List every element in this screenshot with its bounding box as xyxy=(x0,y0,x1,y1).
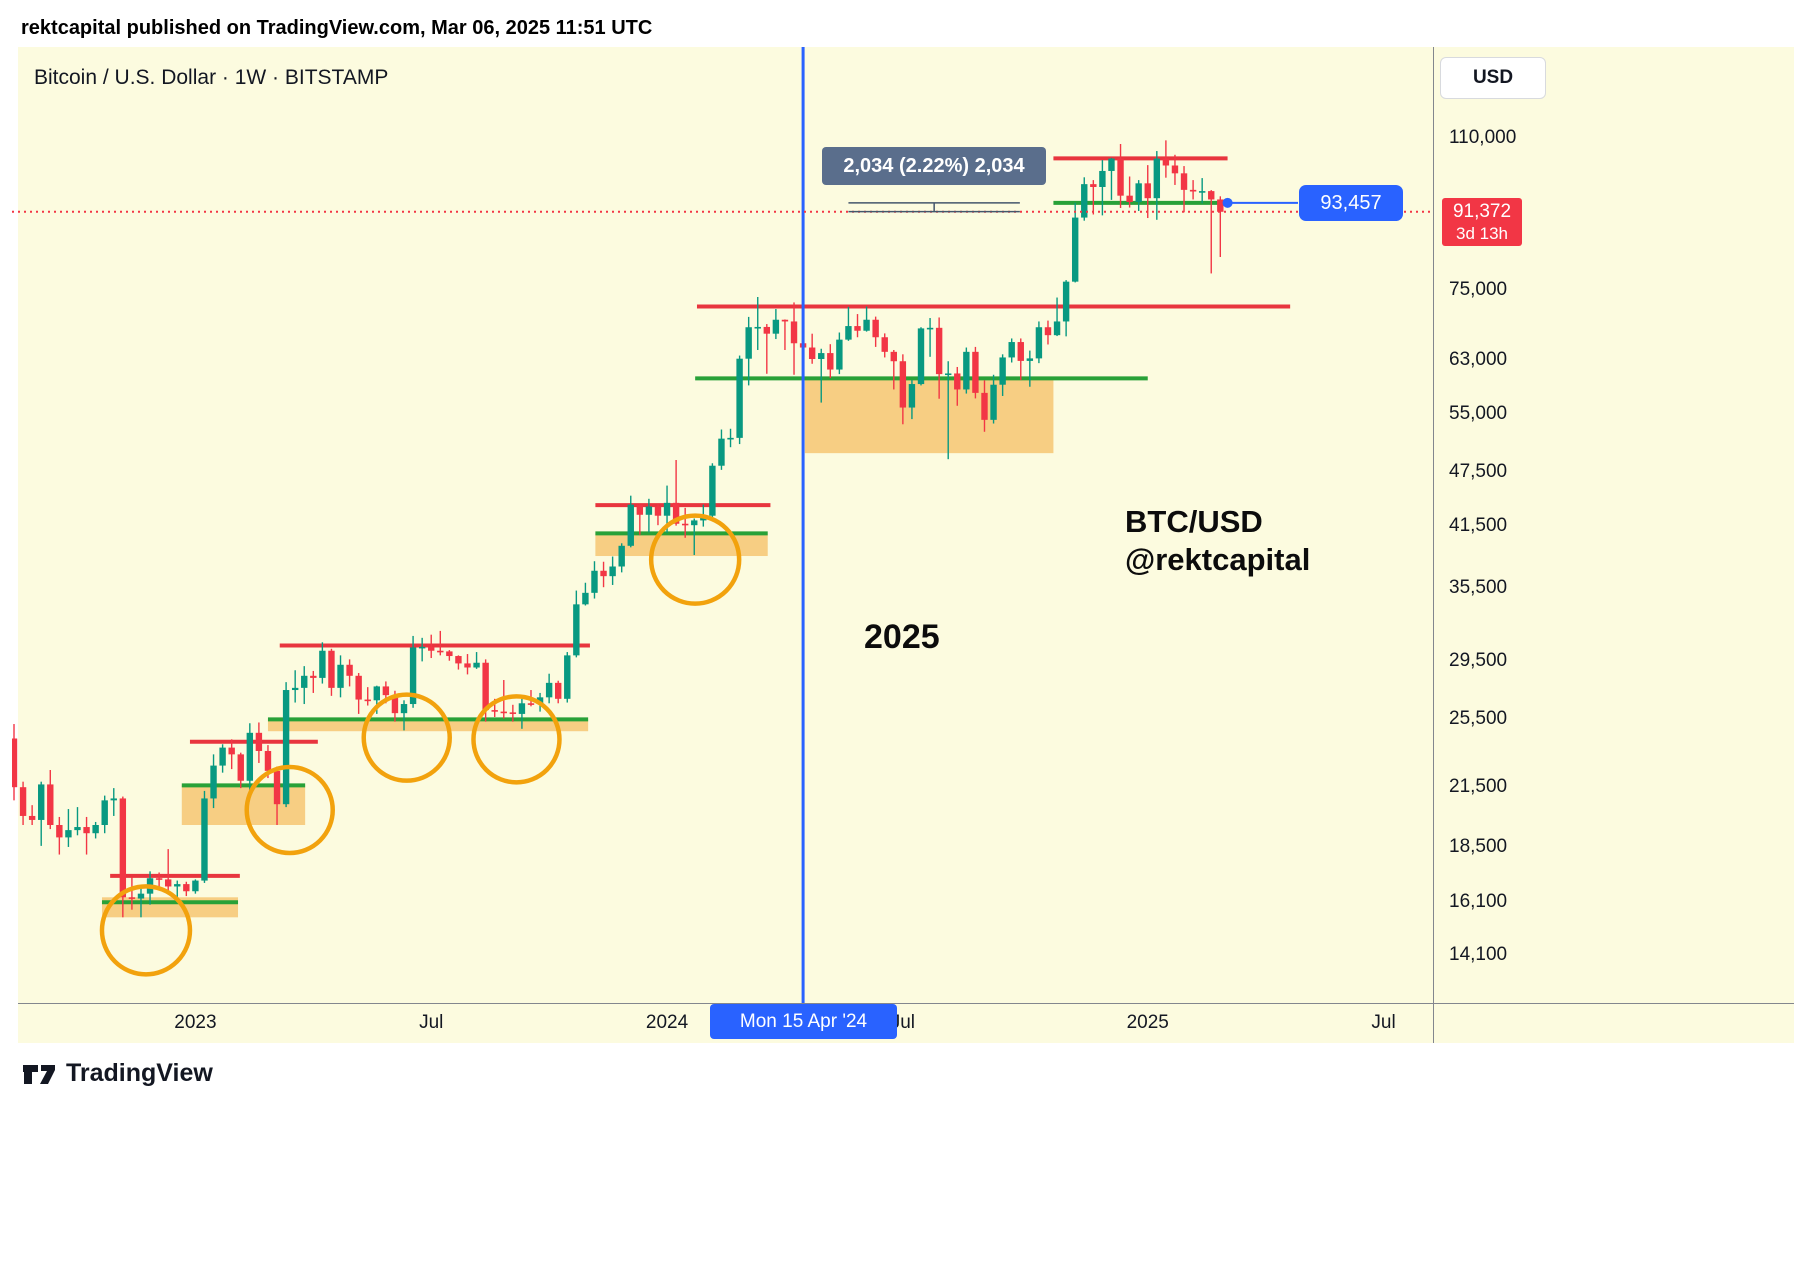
time-axis-label: Jul xyxy=(1371,1012,1396,1033)
price-axis-separator xyxy=(1433,47,1434,1043)
watermark: BTC/USD @rektcapital xyxy=(1125,503,1310,579)
price-tick-label: 110,000 xyxy=(1449,127,1517,148)
price-tick-label: 47,500 xyxy=(1449,460,1508,482)
footer-brand[interactable]: TradingView xyxy=(21,1058,213,1088)
chart-background xyxy=(18,47,1794,1043)
price-tick-label: 16,100 xyxy=(1449,891,1508,913)
alert-price-label: 93,457 xyxy=(1299,185,1403,221)
watermark-handle: @rektcapital xyxy=(1125,542,1311,577)
attribution-text: rektcapital published on TradingView.com… xyxy=(21,17,653,39)
price-tick-label: 63,000 xyxy=(1449,348,1508,370)
candle-countdown: 3d 13h xyxy=(1456,224,1508,243)
watermark-symbol: BTC/USD xyxy=(1125,504,1263,539)
price-tick-label: 35,500 xyxy=(1449,576,1508,598)
time-axis-label: 2024 xyxy=(645,1012,689,1033)
price-tick-label: 18,500 xyxy=(1449,835,1508,857)
tradingview-logo-icon[interactable] xyxy=(21,1058,57,1088)
price-tick-label: 75,000 xyxy=(1449,279,1508,301)
price-tick-label: 21,500 xyxy=(1449,776,1508,798)
brand-name: TradingView xyxy=(66,1058,213,1087)
time-axis-label: Jul xyxy=(419,1012,444,1033)
price-tick-label: 14,100 xyxy=(1449,943,1508,965)
time-axis-label: 2025 xyxy=(1126,1012,1169,1033)
date-crosshair-badge: Mon 15 Apr '24 xyxy=(710,1004,897,1039)
price-range-tooltip: 2,034 (2.22%) 2,034 xyxy=(822,147,1046,185)
price-tick-label: 29,500 xyxy=(1449,650,1508,672)
symbol-title: Bitcoin / U.S. Dollar · 1W · BITSTAMP xyxy=(34,66,389,89)
last-price-value: 91,372 xyxy=(1452,201,1512,222)
time-axis-label: 2023 xyxy=(174,1012,217,1033)
time-axis-separator xyxy=(18,1003,1794,1004)
price-tick-label: 55,000 xyxy=(1449,402,1508,424)
price-tick-label: 41,500 xyxy=(1449,514,1508,536)
year-annotation: 2025 xyxy=(864,618,940,656)
price-tick-label: 25,500 xyxy=(1449,708,1508,730)
currency-toggle-button[interactable]: USD xyxy=(1440,57,1546,99)
last-price-badge: 91,372 3d 13h xyxy=(1442,198,1522,246)
